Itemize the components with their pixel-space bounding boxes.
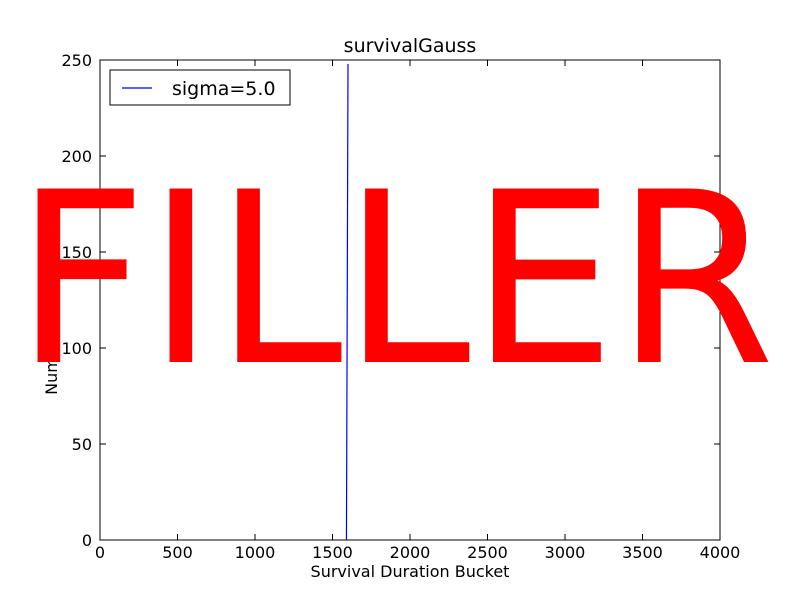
x-tick-label: 1500 bbox=[312, 543, 353, 562]
y-tick-label: 0 bbox=[82, 531, 92, 550]
filler-watermark: FILLER bbox=[15, 142, 775, 419]
y-tick-label: 100 bbox=[61, 339, 92, 358]
legend-label: sigma=5.0 bbox=[172, 78, 276, 100]
axis-ticks: 0 500 1000 1500 2000 2500 3000 3500 4000 0 50 100 15… bbox=[61, 51, 740, 562]
x-tick-label: 1000 bbox=[235, 543, 276, 562]
x-tick-label: 4000 bbox=[700, 543, 741, 562]
x-tick-label: 2500 bbox=[467, 543, 508, 562]
y-tick-label: 50 bbox=[72, 435, 92, 454]
x-tick-label: 2000 bbox=[390, 543, 431, 562]
y-axis-title: Number of Occurrences bbox=[42, 205, 61, 395]
legend: sigma=5.0 bbox=[109, 69, 291, 106]
x-tick-label: 500 bbox=[162, 543, 193, 562]
chart-title: survivalGauss bbox=[344, 35, 477, 57]
y-tick-label: 250 bbox=[61, 51, 92, 70]
x-tick-label: 3000 bbox=[545, 543, 586, 562]
x-tick-label: 3500 bbox=[622, 543, 663, 562]
x-axis-title: Survival Duration Bucket bbox=[311, 562, 510, 581]
plot-area bbox=[99, 59, 721, 541]
y-tick-label: 150 bbox=[61, 243, 92, 262]
x-tick-label: 0 bbox=[95, 543, 105, 562]
series-layer bbox=[345, 63, 349, 541]
y-tick-label: 200 bbox=[61, 147, 92, 166]
series-line bbox=[345, 63, 349, 541]
